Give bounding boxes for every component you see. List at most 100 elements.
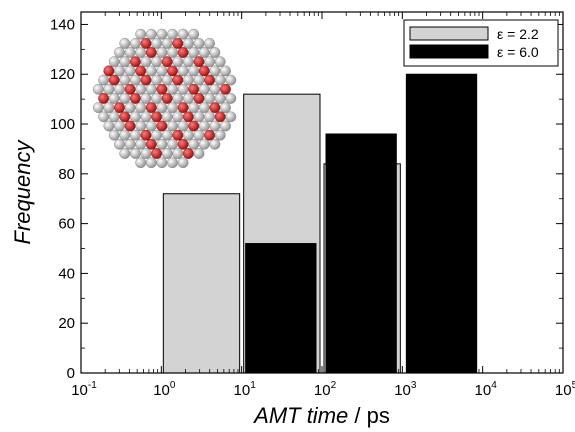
x-tick-label: 100 (153, 380, 176, 399)
x-tick-label: 10-1 (71, 380, 97, 399)
shell-atom (151, 93, 163, 104)
shell-atom (129, 74, 141, 86)
core-atom (98, 93, 110, 104)
shell-atom (151, 56, 163, 68)
shell-atom (135, 102, 147, 114)
shell-atom (198, 83, 210, 95)
shell-atom (145, 65, 157, 77)
shell-atom (225, 74, 237, 86)
shell-atom (193, 74, 205, 86)
shell-atom (98, 74, 110, 86)
shell-atom (119, 129, 131, 141)
shell-atom (214, 129, 226, 141)
shell-atom (182, 56, 194, 68)
shell-atom (124, 102, 136, 114)
shell-atom (145, 83, 157, 95)
shell-atom (108, 111, 120, 123)
core-atom (145, 102, 157, 114)
core-atom (145, 138, 157, 150)
core-atom (177, 138, 189, 150)
shell-atom (151, 38, 163, 49)
core-atom (188, 120, 200, 132)
shell-atom (124, 47, 136, 58)
shell-atom (114, 47, 125, 58)
shell-atom (214, 56, 226, 68)
core-atom (172, 74, 184, 86)
shell-atom (161, 111, 173, 123)
shell-atom (140, 148, 152, 159)
core-atom (177, 47, 189, 58)
core-atom (114, 102, 125, 114)
core-atom (140, 129, 152, 141)
core-atom (161, 56, 173, 68)
shell-atom (182, 74, 194, 86)
legend-swatch-eps-2-2 (409, 26, 489, 41)
core-atom (177, 102, 189, 114)
core-atom (140, 38, 152, 49)
core-atom (209, 102, 221, 114)
shell-atom (225, 93, 237, 104)
shell-atom (167, 102, 178, 114)
shell-atom (129, 38, 141, 49)
x-axis-title-unit: / ps (348, 403, 390, 428)
shell-atom (209, 65, 221, 77)
shell-atom (129, 148, 141, 159)
bar-series-1-bin-3 (405, 73, 478, 374)
shell-atom (177, 65, 189, 77)
shell-atom (209, 47, 221, 58)
shell-atom (135, 120, 147, 132)
shell-atom (161, 148, 173, 159)
shell-atom (209, 138, 221, 150)
shell-atom (204, 38, 216, 49)
axis-ticks: 10-1 100 101 102 103 104 105 0 20 40 60 80 100 120 140 (50, 12, 575, 399)
y-tick-label: 60 (58, 216, 75, 233)
shell-atom (119, 148, 131, 159)
shell-atom (140, 93, 152, 104)
shell-atom (161, 38, 173, 49)
shell-atom (161, 74, 173, 86)
core-atom (193, 56, 205, 68)
core-atom (161, 93, 173, 104)
core-atom (204, 129, 216, 141)
core-atom (119, 111, 131, 123)
shell-atom (209, 120, 221, 132)
shell-atom (156, 28, 168, 40)
core-atom (172, 129, 184, 141)
shell-atom (129, 111, 141, 123)
core-atom (182, 111, 194, 123)
shell-atom (103, 83, 115, 95)
core-atom (182, 148, 194, 159)
shell-atom (182, 38, 194, 49)
core-atom (129, 56, 141, 68)
shell-atom (129, 129, 141, 141)
core-atom (140, 74, 152, 86)
shell-atom (124, 138, 136, 150)
shell-atom (114, 120, 125, 132)
shell-atom (135, 157, 147, 169)
bars-layer (162, 73, 478, 374)
x-tick-label: 102 (314, 380, 337, 399)
shell-atom (151, 129, 163, 141)
x-tick-label: 105 (555, 380, 575, 399)
core-atom (135, 65, 147, 77)
shell-atom (198, 120, 210, 132)
shell-atom (167, 28, 178, 40)
core-atom (204, 74, 216, 86)
shell-atom (119, 56, 131, 68)
shell-atom (124, 65, 136, 77)
shell-atom (209, 83, 221, 95)
shell-atom (161, 129, 173, 141)
shell-atom (193, 129, 205, 141)
shell-atom (145, 120, 157, 132)
shell-atom (119, 93, 131, 104)
shell-atom (188, 47, 200, 58)
legend-label-eps-6-0: ε = 6.0 (497, 44, 539, 60)
core-atom (145, 47, 157, 58)
shell-atom (167, 138, 178, 150)
shell-atom (177, 28, 189, 40)
core-atom (193, 93, 205, 104)
core-atom (220, 83, 231, 95)
y-tick-label: 40 (58, 265, 75, 282)
shell-atom (198, 102, 210, 114)
shell-atom (204, 93, 216, 104)
